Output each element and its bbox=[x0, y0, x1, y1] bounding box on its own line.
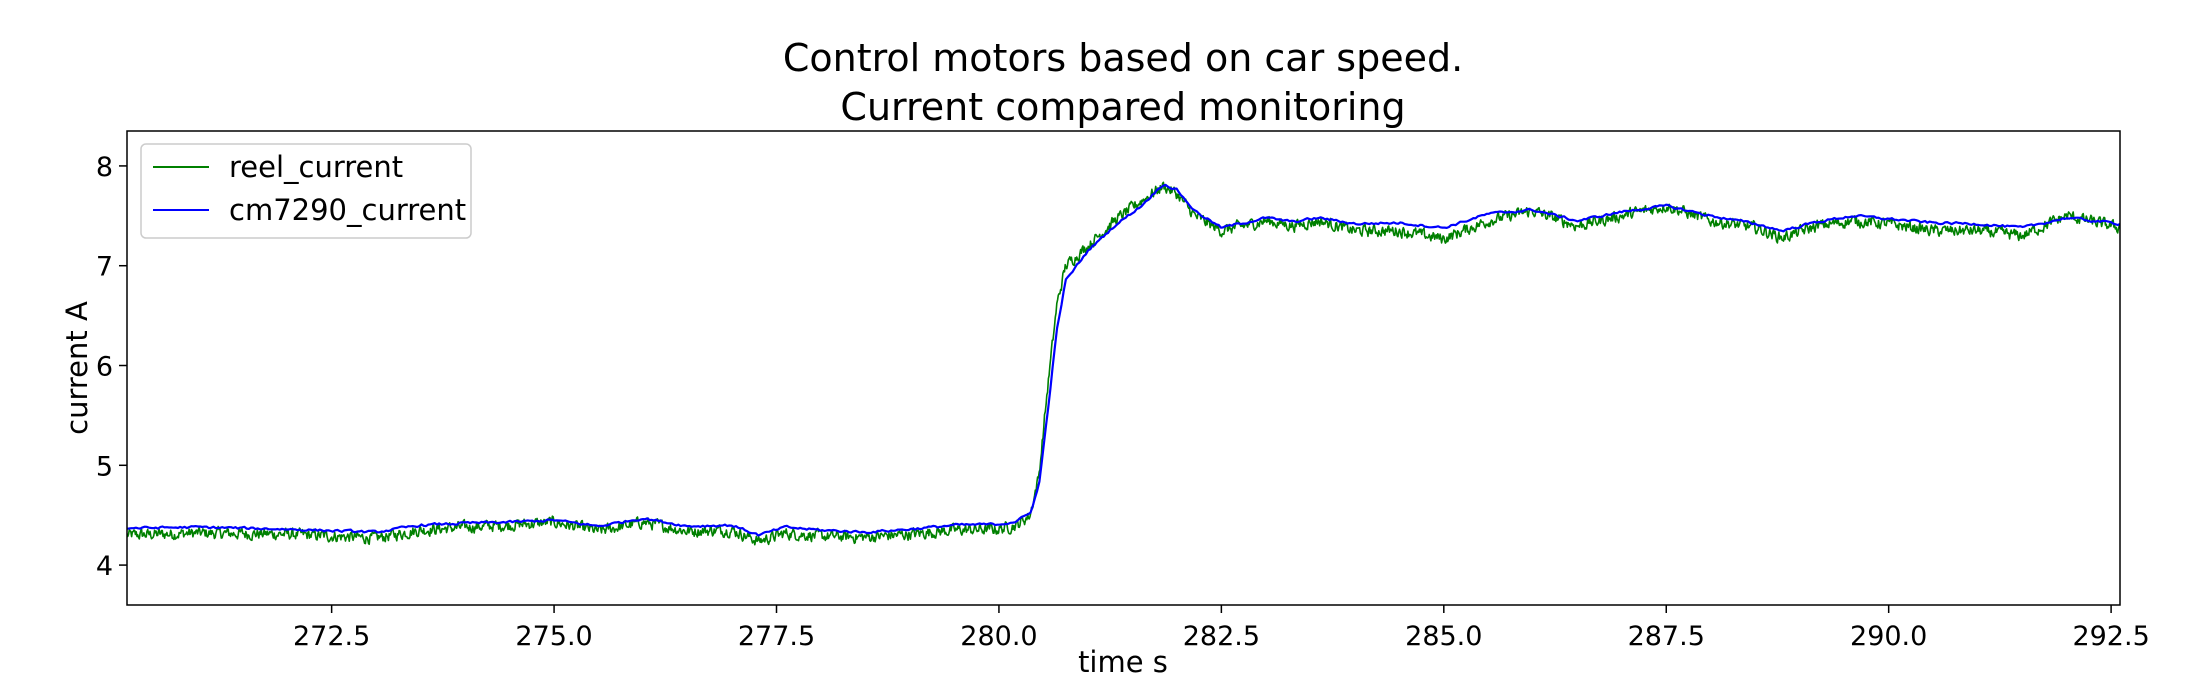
plot-frame bbox=[126, 130, 2121, 606]
x-tick-label: 277.5 bbox=[738, 621, 815, 652]
chart-title: Control motors based on car speed. Curre… bbox=[783, 36, 1463, 129]
y-axis: 4 5 6 7 8 bbox=[96, 152, 127, 582]
x-tick-label: 272.5 bbox=[293, 621, 370, 652]
x-tick-label: 287.5 bbox=[1628, 621, 1705, 652]
x-axis: 272.5 275.0 277.5 280.0 282.5 285.0 287.5 290.0… bbox=[293, 605, 2150, 652]
x-tick-label: 282.5 bbox=[1183, 621, 1260, 652]
x-tick-label: 275.0 bbox=[515, 621, 592, 652]
x-axis-label: time s bbox=[1078, 645, 1168, 679]
x-tick-label: 280.0 bbox=[960, 621, 1037, 652]
y-tick-label: 7 bbox=[96, 252, 113, 283]
series-line-reel-current bbox=[127, 181, 2120, 546]
series-line-cm7290-current bbox=[127, 183, 2120, 537]
y-tick-label: 8 bbox=[96, 152, 113, 183]
legend-label-cm7290-current: cm7290_current bbox=[229, 193, 466, 227]
x-tick-label: 285.0 bbox=[1405, 621, 1482, 652]
x-tick-label: 292.5 bbox=[2072, 621, 2149, 652]
legend-label-reel-current: reel_current bbox=[229, 150, 403, 184]
title-line-1: Control motors based on car speed. bbox=[783, 36, 1463, 80]
y-tick-label: 6 bbox=[96, 352, 113, 383]
legend-box bbox=[140, 143, 472, 239]
series-layer bbox=[127, 181, 2120, 546]
x-tick-label: 290.0 bbox=[1850, 621, 1927, 652]
y-tick-label: 5 bbox=[96, 451, 113, 482]
title-line-2: Current compared monitoring bbox=[840, 85, 1405, 129]
y-axis-label: current A bbox=[60, 301, 94, 435]
y-tick-label: 4 bbox=[96, 551, 113, 582]
legend: reel_current cm7290_current bbox=[140, 143, 472, 239]
